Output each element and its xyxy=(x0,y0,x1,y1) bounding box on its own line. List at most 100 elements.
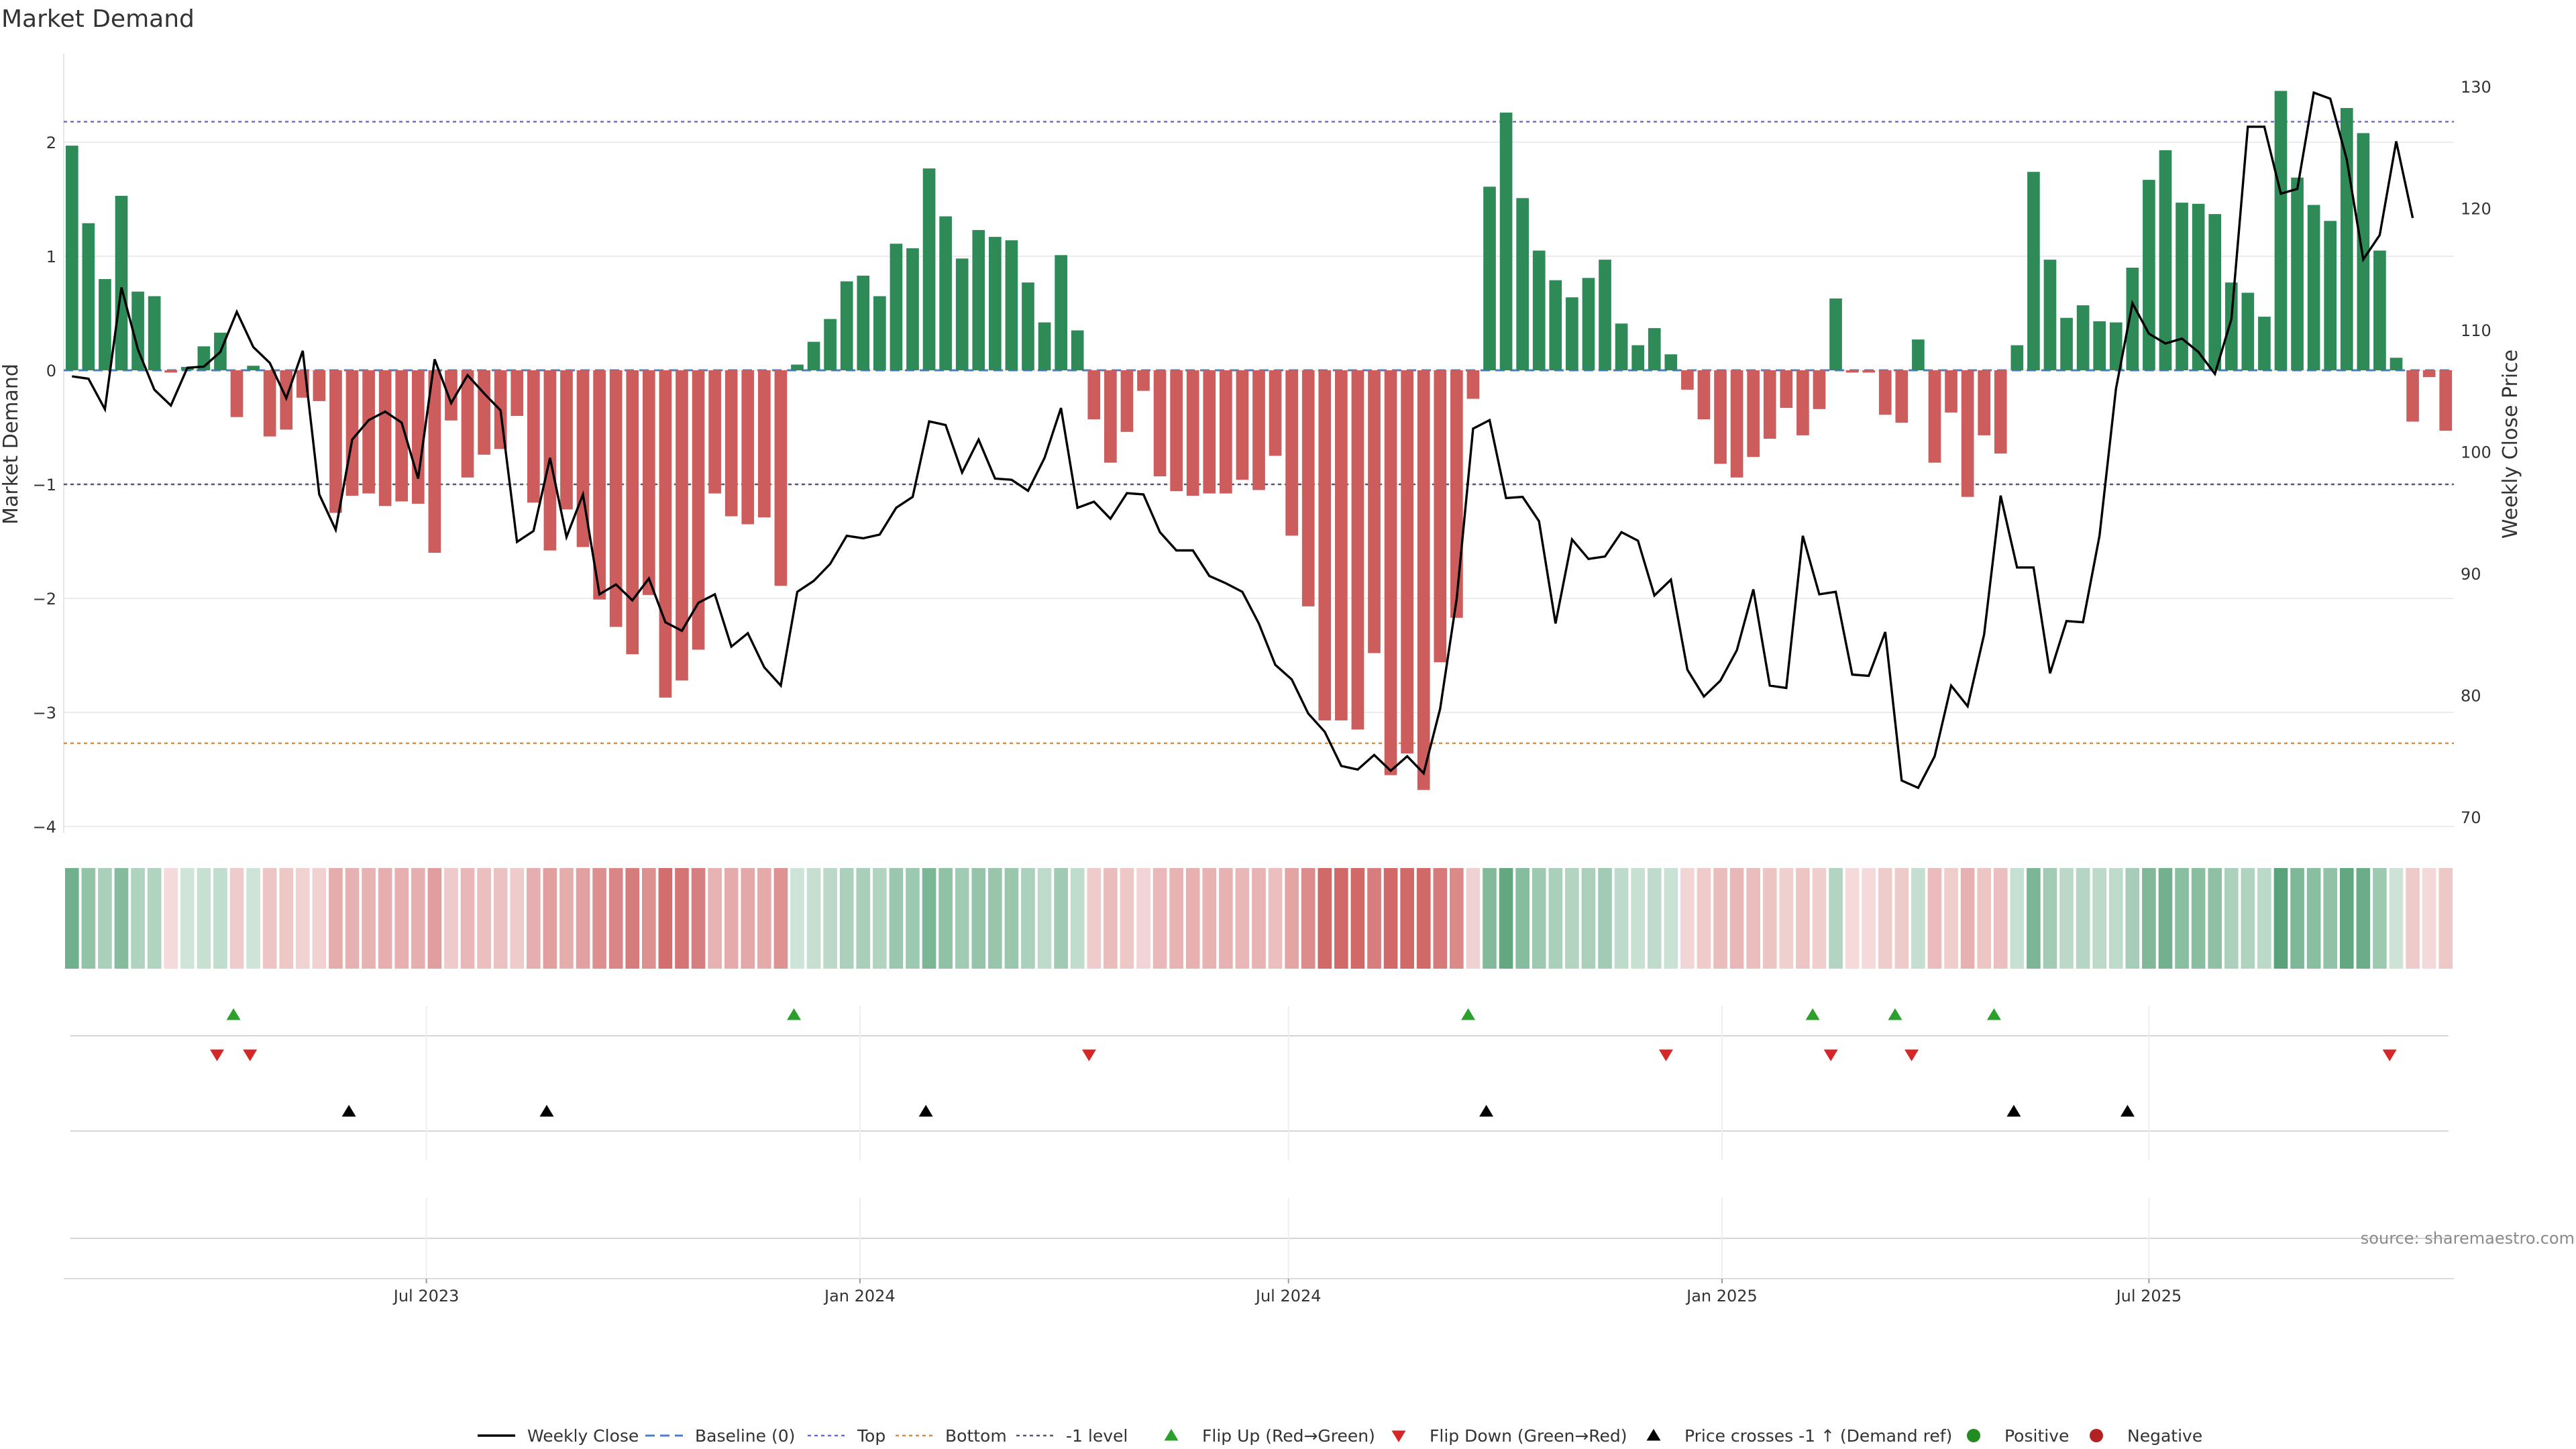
intensity-cell xyxy=(1977,868,1992,969)
intensity-cell xyxy=(2257,868,2271,969)
intensity-cell xyxy=(741,868,755,969)
intensity-cell xyxy=(971,868,986,969)
intensity-cell xyxy=(2241,868,2255,969)
flip-up-marker xyxy=(787,1008,802,1020)
intensity-cell xyxy=(81,868,96,969)
demand-bar xyxy=(2109,322,2123,370)
intensity-cell xyxy=(2373,868,2387,969)
intensity-cell xyxy=(2306,868,2321,969)
demand-bar xyxy=(2390,358,2403,370)
intensity-cell xyxy=(1515,868,1529,969)
intensity-cell xyxy=(329,868,343,969)
intensity-cell xyxy=(2323,868,2338,969)
event-panel-frames xyxy=(64,1006,2454,1279)
demand-bar xyxy=(560,370,573,510)
demand-bar xyxy=(1945,370,1957,413)
demand-bar xyxy=(1631,345,1645,370)
intensity-cell xyxy=(64,868,79,969)
demand-bar xyxy=(774,370,788,586)
legend-swatch xyxy=(2090,1429,2103,1442)
demand-bar xyxy=(2274,91,2288,370)
intensity-cell xyxy=(1565,868,1579,969)
demand-bar xyxy=(395,370,409,502)
left-y-tick-label: 1 xyxy=(46,248,56,266)
legend-label: Flip Down (Green→Red) xyxy=(1430,1426,1627,1446)
demand-bar xyxy=(1252,370,1265,490)
flip-up-marker xyxy=(1986,1008,2001,1020)
demand-bar xyxy=(989,237,1002,370)
flip-down-markers xyxy=(210,1049,2397,1061)
intensity-cell xyxy=(1169,868,1183,969)
flip-down-marker xyxy=(210,1049,225,1061)
demand-bar xyxy=(2126,268,2139,370)
intensity-cell xyxy=(2027,868,2041,969)
intensity-cell xyxy=(411,868,425,969)
demand-bar xyxy=(1763,370,1776,439)
demand-bar xyxy=(1912,339,1925,370)
demand-bar xyxy=(1285,370,1298,536)
demand-bar xyxy=(1220,370,1232,494)
demand-bar xyxy=(2439,370,2453,431)
demand-bar xyxy=(2241,292,2255,370)
demand-bar xyxy=(1087,370,1101,420)
intensity-cell xyxy=(2108,868,2123,969)
x-tick-label: Jul 2023 xyxy=(392,1287,460,1305)
price-cross-markers xyxy=(341,1105,2135,1117)
intensity-cell xyxy=(1614,868,1629,969)
demand-bar xyxy=(511,370,524,416)
demand-bar xyxy=(2422,370,2436,378)
intensity-cell xyxy=(246,868,260,969)
demand-bar xyxy=(2159,150,2172,370)
intensity-cell xyxy=(1779,868,1794,969)
intensity-cell xyxy=(444,868,458,969)
demand-bar xyxy=(1582,278,1595,370)
intensity-cell xyxy=(1136,868,1150,969)
legend-label: -1 level xyxy=(1066,1426,1128,1446)
intensity-cell xyxy=(1697,868,1711,969)
demand-bar xyxy=(890,244,903,370)
legend-swatch xyxy=(1967,1429,1980,1442)
demand-bar xyxy=(824,319,837,370)
demand-bar xyxy=(2143,180,2155,370)
demand-bar xyxy=(2093,321,2106,370)
demand-bar xyxy=(1829,298,1842,370)
intensity-cell xyxy=(608,868,623,969)
flip-down-marker xyxy=(1081,1049,1096,1061)
intensity-cell xyxy=(543,868,557,969)
demand-bar xyxy=(1483,186,1496,370)
intensity-cell xyxy=(526,868,541,969)
demand-bar xyxy=(1038,322,1051,370)
intensity-cell xyxy=(1301,868,1316,969)
flip-up-marker xyxy=(226,1008,241,1020)
intensity-cell xyxy=(1944,868,1958,969)
intensity-cell xyxy=(213,868,227,969)
demand-bar xyxy=(1186,370,1199,496)
intensity-cell xyxy=(806,868,821,969)
intensity-cell xyxy=(460,868,475,969)
demand-bar xyxy=(1566,297,1578,370)
legend-swatch xyxy=(1164,1429,1179,1441)
demand-bar xyxy=(1862,370,1876,373)
intensity-cell xyxy=(1037,868,1052,969)
x-tick-label: Jul 2025 xyxy=(2115,1287,2182,1305)
demand-bar xyxy=(230,370,244,417)
demand-bar xyxy=(1928,370,1941,463)
demand-bar xyxy=(741,370,755,525)
demand-bar xyxy=(1203,370,1216,494)
demand-bar xyxy=(313,370,326,401)
intensity-cell xyxy=(1581,868,1596,969)
demand-bar xyxy=(724,370,738,517)
intensity-cell xyxy=(1680,868,1695,969)
demand-bar xyxy=(1615,323,1628,370)
x-tick-label: Jan 2025 xyxy=(1685,1287,1758,1305)
demand-bar xyxy=(2258,317,2271,370)
intensity-cell xyxy=(2158,868,2173,969)
intensity-cell xyxy=(510,868,525,969)
intensity-cell xyxy=(1104,868,1118,969)
left-y-tick-label: 0 xyxy=(46,362,56,380)
intensity-cell xyxy=(427,868,442,969)
demand-bar xyxy=(1269,370,1282,456)
demand-bar xyxy=(2406,370,2419,422)
demand-bar xyxy=(1499,112,1513,371)
intensity-cell xyxy=(2043,868,2057,969)
